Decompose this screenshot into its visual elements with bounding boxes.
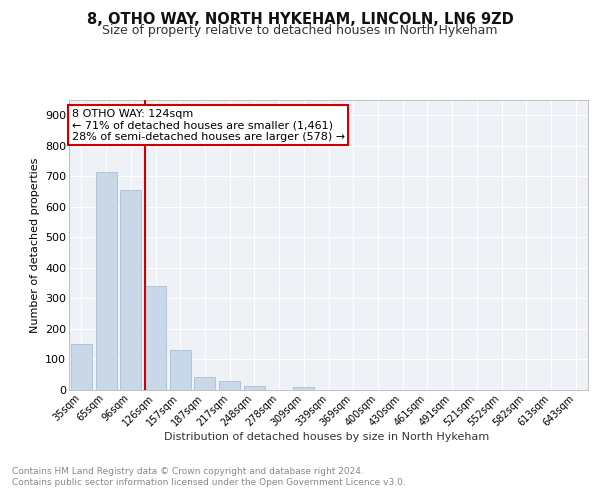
- Bar: [219, 381, 240, 390]
- Bar: [293, 387, 314, 390]
- Bar: [95, 172, 116, 390]
- Text: Distribution of detached houses by size in North Hykeham: Distribution of detached houses by size …: [164, 432, 490, 442]
- Text: Size of property relative to detached houses in North Hykeham: Size of property relative to detached ho…: [102, 24, 498, 37]
- Bar: [194, 377, 215, 390]
- Bar: [145, 286, 166, 390]
- Y-axis label: Number of detached properties: Number of detached properties: [29, 158, 40, 332]
- Text: Contains HM Land Registry data © Crown copyright and database right 2024.
Contai: Contains HM Land Registry data © Crown c…: [12, 468, 406, 487]
- Text: 8 OTHO WAY: 124sqm
← 71% of detached houses are smaller (1,461)
28% of semi-deta: 8 OTHO WAY: 124sqm ← 71% of detached hou…: [71, 108, 345, 142]
- Bar: [244, 386, 265, 390]
- Bar: [170, 350, 191, 390]
- Bar: [71, 344, 92, 390]
- Text: 8, OTHO WAY, NORTH HYKEHAM, LINCOLN, LN6 9ZD: 8, OTHO WAY, NORTH HYKEHAM, LINCOLN, LN6…: [86, 12, 514, 28]
- Bar: [120, 190, 141, 390]
